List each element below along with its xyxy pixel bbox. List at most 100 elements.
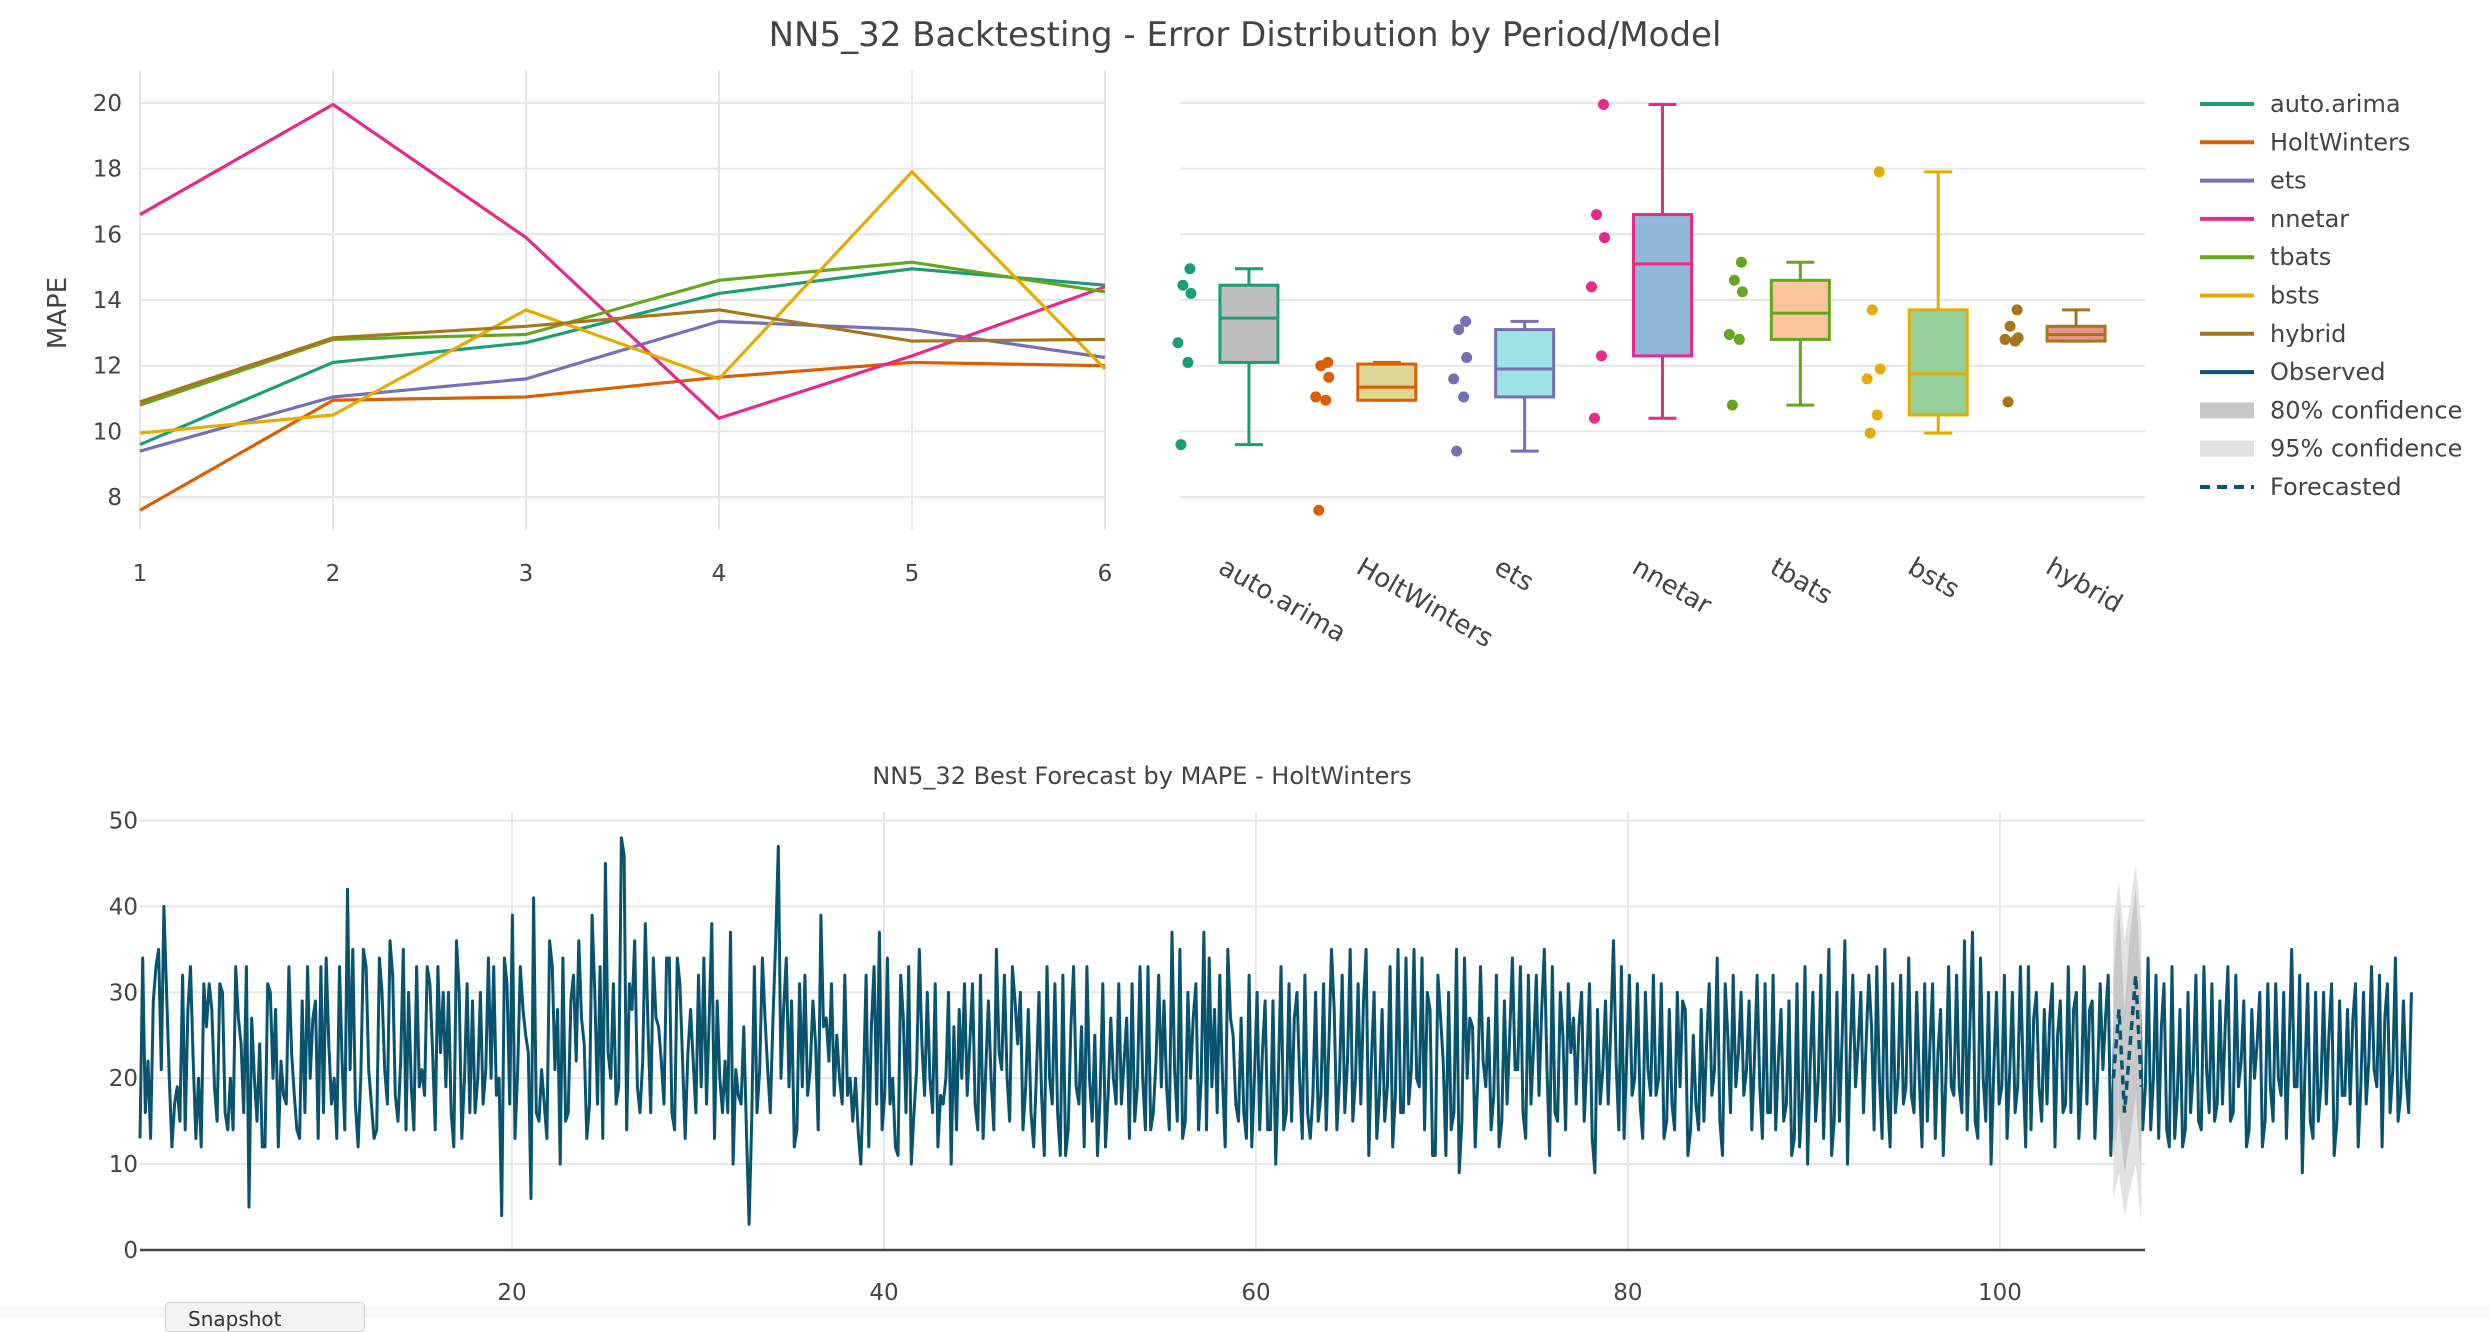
box-category-label: nnetar [1627,552,1717,621]
box-point-ets [1451,445,1463,457]
legend-label: auto.arima [2270,90,2401,118]
series-line-hybrid [139,308,1106,404]
box-point-tbats [1735,256,1747,268]
box-point-hybrid [2002,396,2014,408]
box-point-HoltWinters [1313,504,1325,516]
box-point-nnetar [1586,281,1597,293]
box-point-auto.arima [1175,439,1187,451]
box-point-tbats [1736,286,1748,298]
box-category-label: auto.arima [1213,552,1350,649]
forecast-subtitle: NN5_32 Best Forecast by MAPE - HoltWinte… [872,762,1411,790]
box-bsts [1907,308,1969,417]
y-tick-label: 0 [123,1238,138,1264]
legend-label: HoltWinters [2270,128,2410,156]
box-tbats [1769,278,1831,341]
x-tick-label: 2 [326,561,341,587]
box-point-nnetar [1591,209,1602,221]
x-tick-label: 5 [905,561,920,587]
legend-label: Observed [2270,358,2385,386]
y-tick-label: 40 [109,894,138,920]
legend-label: nnetar [2270,205,2349,233]
box-point-bsts [1874,363,1886,375]
box-category-label: ets [1489,552,1538,598]
legend-label: tbats [2270,243,2331,271]
legend[interactable]: auto.arima HoltWinters ets nnetar tbats bsts h… [2200,90,2462,501]
box-point-tbats [1726,399,1738,411]
box-point-ets [1460,315,1472,327]
x-tick-label: 1 [133,561,148,587]
box-point-hybrid [1999,333,2011,345]
series-line-bsts [139,170,1107,435]
box-point-HoltWinters [1310,391,1322,403]
box-point-bsts [1864,427,1876,439]
box-point-auto.arima [1182,356,1194,368]
box-point-hybrid [2004,320,2016,332]
x-tick-label: 40 [869,1280,898,1306]
box-point-hybrid [2012,332,2024,344]
box-point-ets [1461,352,1473,363]
box-point-auto.arima [1177,279,1189,291]
box-point-bsts [1871,409,1883,421]
y-tick-label: 12 [93,354,122,380]
legend-label: Forecasted [2270,473,2402,501]
box-point-HoltWinters [1322,356,1334,368]
box-point-auto.arima [1172,337,1184,349]
box-point-ets [1458,391,1470,403]
box-category-label: hybrid [2041,552,2128,619]
box-point-ets [1448,373,1460,385]
y-tick-label: 10 [93,419,122,445]
y-tick-label: 20 [93,91,122,117]
series-line-Observed [138,836,2413,1226]
legend-label: 95% confidence [2270,435,2462,463]
y-tick-label: 14 [93,288,122,314]
box-point-HoltWinters [1323,371,1335,383]
legend-swatch-band [2200,402,2254,419]
box-point-auto.arima [1184,263,1196,275]
x-tick-label: 80 [1613,1280,1642,1306]
legend-swatch-band [2200,440,2254,457]
box-ets [1494,328,1556,399]
series-line-ets [139,319,1106,453]
box-nnetar [1632,213,1693,358]
y-tick-label: 8 [107,485,122,511]
box-point-ets [1453,324,1465,336]
box-point-auto.arima [1185,287,1197,299]
box-point-bsts [1866,304,1878,316]
box-HoltWinters [1356,362,1418,402]
series-line-tbats [139,260,1106,407]
y-axis-title: MAPE [43,277,73,349]
box-point-bsts [1861,373,1873,385]
y-tick-label: 10 [109,1152,138,1178]
x-tick-label: 6 [1098,561,1113,587]
y-tick-label: 16 [93,222,122,248]
box-category-label: tbats [1765,552,1837,611]
forecast-panel: NN5_32 Best Forecast by MAPE - HoltWinte… [109,762,2413,1306]
series-line-Forecasted [2111,975,2144,1113]
y-tick-label: 30 [109,980,138,1006]
main-title: NN5_32 Backtesting - Error Distribution … [769,15,1722,55]
box-point-hybrid [2011,304,2023,316]
box-point-nnetar [1599,232,1610,244]
confidence-band-80 [2113,889,2142,1173]
series-line-nnetar [139,102,1106,420]
box-point-nnetar [1598,99,1609,110]
box-point-tbats [1733,333,1745,345]
y-tick-label: 20 [109,1066,138,1092]
box-auto.arima [1218,283,1280,364]
legend-label: ets [2270,167,2307,195]
box-point-HoltWinters [1320,394,1332,406]
y-tick-label: 50 [109,809,138,835]
box-point-nnetar [1589,412,1600,424]
box-point-tbats [1728,274,1740,286]
snapshot-button[interactable]: Snapshot [165,1302,365,1332]
box-point-nnetar [1596,350,1607,362]
x-tick-label: 20 [497,1280,526,1306]
x-tick-label: 4 [712,561,727,587]
box-point-tbats [1723,329,1735,340]
legend-label: hybrid [2270,320,2346,348]
legend-label: bsts [2270,282,2320,310]
x-tick-label: 3 [519,561,534,587]
